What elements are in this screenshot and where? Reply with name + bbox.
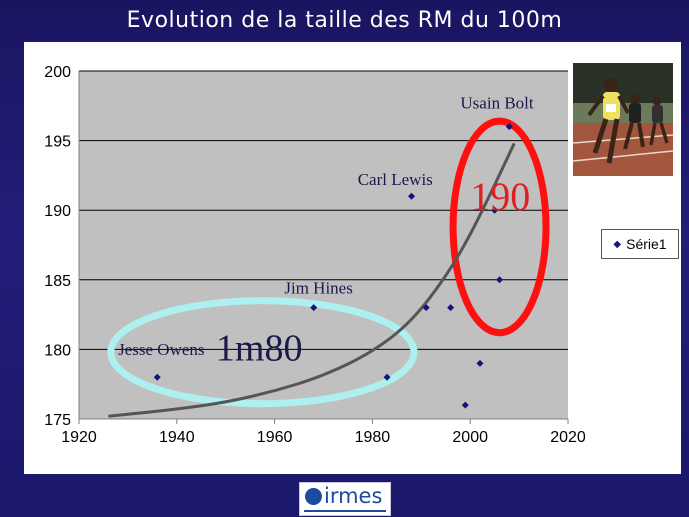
- data-point-0-3: [408, 192, 416, 200]
- data-point-0-8: [491, 206, 499, 214]
- legend-label: Série1: [626, 236, 667, 252]
- annotation-3: Usain Bolt: [460, 94, 533, 113]
- logo-rule: [304, 510, 386, 512]
- annotation-2: Carl Lewis: [358, 170, 433, 189]
- x-tick-label-2: 1960: [257, 429, 293, 446]
- data-point-0-10: [505, 123, 513, 131]
- x-tick-label-4: 2000: [452, 429, 488, 446]
- annotation-4: 1m80: [216, 328, 303, 370]
- data-point-0-5: [447, 304, 455, 312]
- y-tick-label-2: 185: [44, 273, 71, 290]
- trendline: [108, 142, 516, 418]
- annotation-5: 190: [470, 174, 530, 219]
- data-point-0-1: [310, 304, 318, 312]
- data-point-0-4: [422, 304, 430, 312]
- annotation-0: Jesse Owens: [118, 340, 204, 359]
- chart-legend: ◆ Série1: [601, 229, 679, 259]
- chart-svg: 175 180 185 190 195 200 1920 1940 1960 1980 2000 20…: [44, 64, 586, 446]
- data-point-0-0: [153, 373, 161, 381]
- data-point-0-7: [476, 359, 484, 367]
- highlight-ellipse-1: [449, 117, 550, 337]
- data-point-0-9: [496, 276, 504, 284]
- y-tick-label-1: 180: [44, 342, 71, 359]
- x-tick-label-0: 1920: [61, 429, 97, 446]
- legend-marker-icon: ◆: [613, 238, 622, 250]
- irmes-logo-icon: [305, 488, 322, 505]
- highlight-ellipse-0: [107, 297, 418, 408]
- sprinters-photo: [573, 63, 673, 176]
- x-tick-label-3: 1980: [355, 429, 391, 446]
- irmes-logo: irmes: [299, 482, 391, 516]
- slide-title: Evolution de la taille des RM du 100m: [126, 8, 563, 33]
- logo-text: irmes: [324, 484, 383, 508]
- y-tick-label-4: 195: [44, 134, 71, 151]
- x-tick-label-1: 1940: [159, 429, 195, 446]
- x-tick-label-5: 2020: [550, 429, 586, 446]
- chart-panel: 175 180 185 190 195 200 1920 1940 1960 1980 2000 20…: [24, 42, 681, 474]
- y-tick-label-0: 175: [44, 412, 71, 429]
- annotation-1: Jim Hines: [284, 279, 352, 298]
- y-tick-label-5: 200: [44, 64, 71, 81]
- data-point-0-6: [461, 401, 469, 409]
- data-point-0-2: [383, 373, 391, 381]
- y-tick-label-3: 190: [44, 203, 71, 220]
